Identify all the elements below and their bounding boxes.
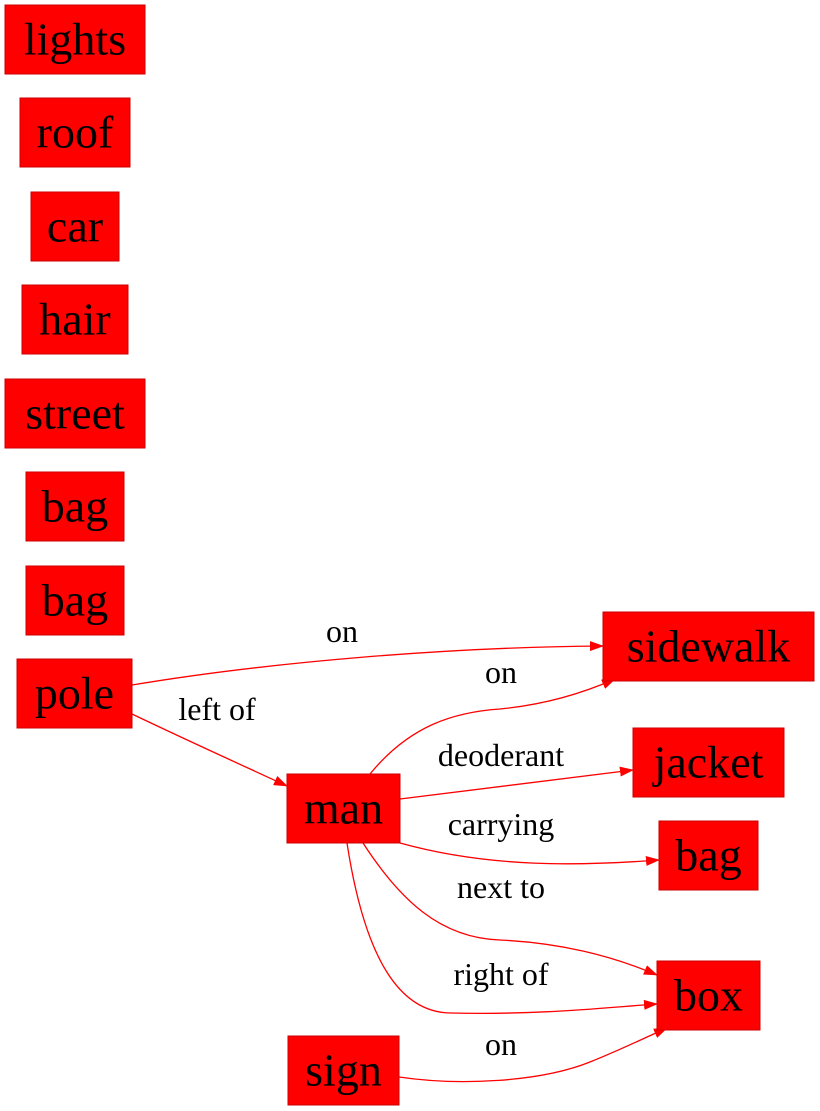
node-label: bag [675,830,741,881]
edge-sign-box: on [398,1026,668,1083]
edge-arrow [369,678,616,775]
node-jacket: jacket [632,727,785,798]
node-label: man [304,783,383,834]
node-box [21,284,129,355]
node-lights: lights [4,4,146,75]
node-label: sidewalk [627,621,791,672]
node-label: bag [42,481,108,532]
edge-man-box-right: right of [346,842,658,1014]
node-box [16,658,133,729]
edge-man-sidewalk: on [369,654,616,775]
node-box [602,611,815,682]
edge-arrow [131,641,604,686]
node-box [25,565,125,636]
edge-label: carrying [448,806,555,842]
edge-label: deoderant [438,737,564,773]
node-car: car [30,191,120,262]
node-box [30,191,120,262]
node-box [656,960,761,1031]
node-box [658,820,759,891]
node-label: pole [35,668,114,719]
edge-arrow [346,842,658,1014]
node-label: car [47,201,103,252]
edge-label: on [485,1026,517,1062]
edge-label: left of [178,691,256,727]
edge-arrow [399,842,660,866]
node-label: street [25,388,125,439]
node-label: bag [42,575,108,626]
node-hair: hair [21,284,129,355]
node-label: sign [305,1045,382,1096]
node-sidewalk: sidewalk [602,611,815,682]
node-label: box [674,970,743,1021]
node-label: hair [39,294,111,345]
node-box [19,97,131,168]
edge-pole-man: left of [131,691,288,787]
node-sign: sign [287,1035,400,1106]
node-box [25,471,125,542]
edge-man-bag3: carrying [399,806,660,866]
edge-label: next to [457,869,545,905]
edge-label: on [326,613,358,649]
edge-label: right of [453,956,548,992]
node-bag2: bag [25,565,125,636]
node-box [287,1035,400,1106]
node-roof: roof [19,97,131,168]
node-label: roof [37,107,114,158]
edges-layer: on left of on deoderant carrying next to right… [131,613,668,1083]
edge-arrow [398,1027,668,1083]
edge-arrow [131,713,288,787]
node-box [286,773,401,844]
edge-arrow [362,842,658,976]
node-box [632,727,785,798]
node-bag1: bag [25,471,125,542]
node-label: lights [24,14,126,65]
node-bag3: bag [658,820,759,891]
edge-man-jacket: deoderant [399,737,634,800]
nodes-layer: lights roof car hair street bag bag pole sidewal… [4,4,815,1106]
edge-man-box-next: next to [362,842,658,976]
node-box [4,4,146,75]
edge-label: on [485,654,517,690]
node-label: jacket [652,737,764,788]
edge-pole-sidewalk: on [131,613,604,686]
node-street: street [4,378,146,449]
node-man: man [286,773,401,844]
node-box [4,378,146,449]
node-box: box [656,960,761,1031]
edge-arrow [399,766,634,800]
node-pole: pole [16,658,133,729]
